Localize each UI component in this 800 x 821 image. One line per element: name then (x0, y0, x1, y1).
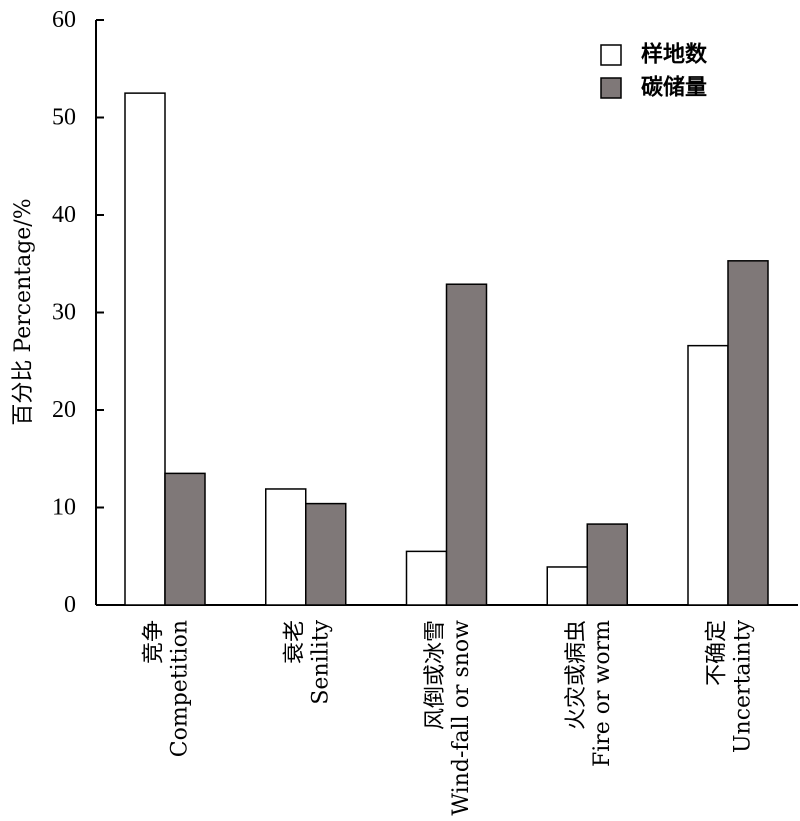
category-label-0: 竞争 Competition (142, 620, 193, 757)
y-tick-label: 30 (52, 300, 76, 326)
bar-plots-2 (405, 550, 448, 606)
bar-carbon-3 (586, 523, 628, 606)
bar-carbon-2 (445, 283, 488, 606)
category-label-1: 衰老 Senility (282, 619, 333, 704)
legend-label-0: 样地数 (641, 42, 708, 68)
category-label-zh: 竞争 (142, 620, 167, 664)
category-label-en: Fire or worm (590, 620, 615, 767)
bar-carbon-1 (305, 502, 347, 606)
bar-carbon-4 (727, 260, 769, 606)
category-label-3: 火灾或病虫 Fire or worm (564, 620, 615, 767)
category-labels: 竞争 Competition 衰老 Senility 风倒或冰雪 Wind-fall or… (142, 619, 756, 815)
legend-label-1: 碳储量 (641, 75, 707, 101)
bar-carbon-0 (164, 472, 206, 606)
y-tick-label: 0 (64, 592, 76, 618)
category-label-zh: 不确定 (705, 620, 730, 686)
category-label-zh: 风倒或冰雪 (423, 620, 448, 730)
y-tick-label: 20 (52, 397, 76, 423)
category-label-en: Senility (308, 619, 333, 704)
bar-plots-4 (687, 344, 729, 606)
category-label-en: Uncertainty (731, 619, 756, 753)
bar-plots-3 (546, 566, 588, 606)
category-label-en: Competition (168, 620, 193, 757)
y-tick-label: 40 (52, 202, 76, 228)
legend-swatch-1 (600, 77, 622, 99)
bar-plots-1 (265, 488, 307, 606)
category-label-2: 风倒或冰雪 Wind-fall or snow (423, 620, 474, 816)
category-label-4: 不确定 Uncertainty (705, 619, 756, 753)
bars (124, 92, 769, 606)
y-axis: 0 10 20 30 40 50 60 (52, 7, 104, 618)
y-tick-label: 10 (52, 495, 76, 521)
legend-swatch-0 (600, 44, 622, 66)
category-label-zh: 衰老 (282, 620, 307, 664)
category-label-en: Wind-fall or snow (449, 620, 474, 816)
y-tick-label: 60 (52, 7, 76, 33)
y-tick-label: 50 (52, 105, 76, 131)
bar-plots-0 (124, 92, 166, 606)
category-label-zh: 火灾或病虫 (564, 620, 589, 730)
y-axis-label: 百分比 Percentage/% (11, 198, 36, 425)
